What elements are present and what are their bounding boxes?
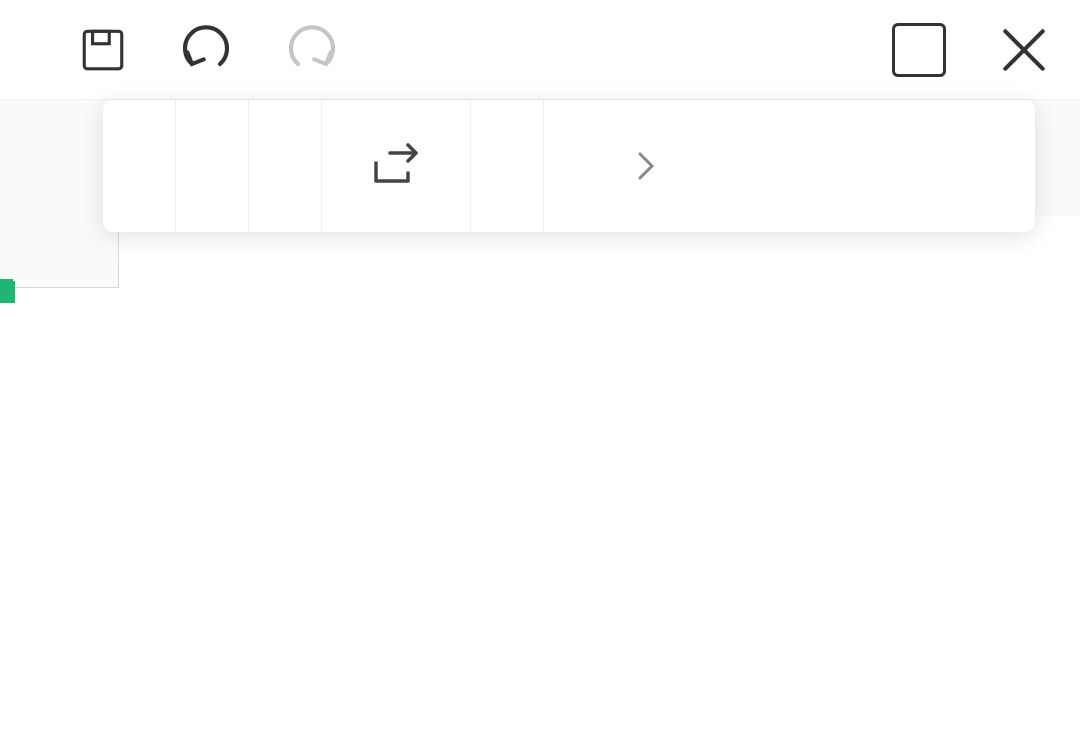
- context-paste[interactable]: [176, 100, 249, 232]
- context-cut[interactable]: [249, 100, 322, 232]
- context-menu: [103, 100, 1035, 232]
- context-share-icon[interactable]: [322, 100, 471, 232]
- corner-cell[interactable]: [0, 216, 119, 288]
- context-smart[interactable]: [544, 100, 616, 232]
- undo-icon[interactable]: [178, 22, 234, 78]
- context-more-icon[interactable]: [616, 100, 676, 232]
- top-toolbar: [0, 0, 1080, 100]
- save-icon[interactable]: [78, 25, 128, 75]
- close-icon[interactable]: [996, 22, 1052, 78]
- context-fill[interactable]: [471, 100, 544, 232]
- selection-box: [0, 288, 6, 294]
- context-copy[interactable]: [103, 100, 176, 232]
- redo-icon: [284, 22, 340, 78]
- badge-count[interactable]: [892, 23, 946, 77]
